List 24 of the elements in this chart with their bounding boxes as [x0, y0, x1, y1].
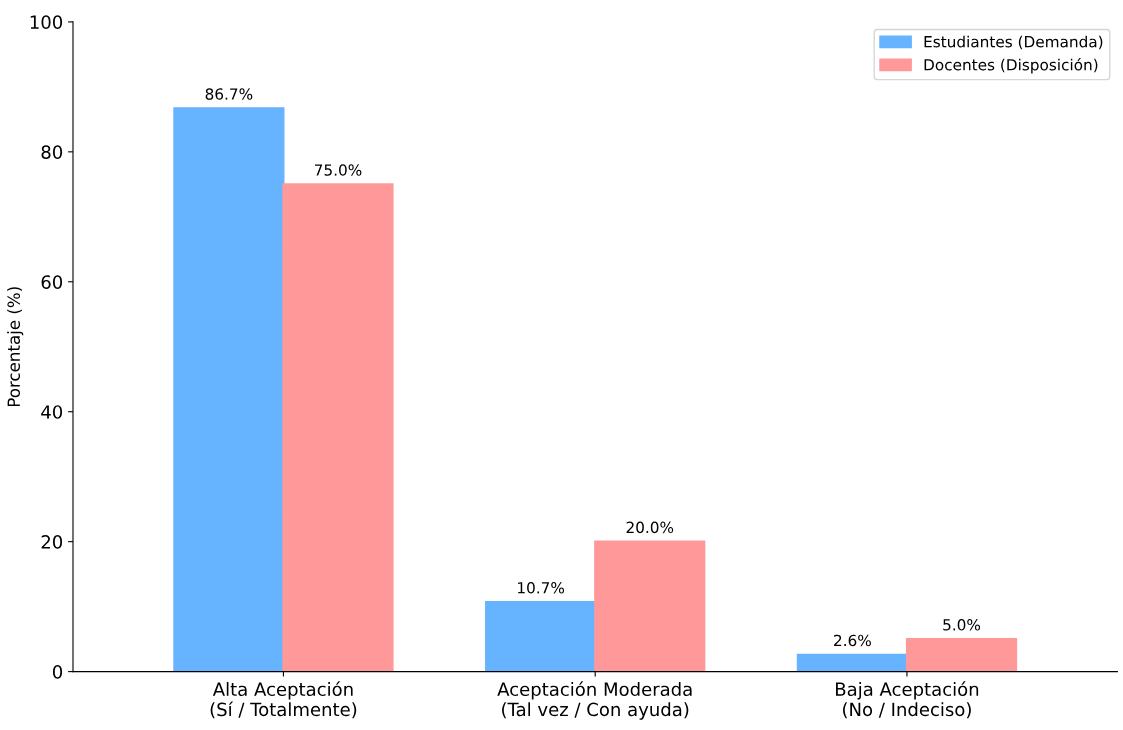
x-tick-label: Aceptación Moderada (Tal vez / Con ayuda): [497, 681, 692, 720]
y-tick-label: 60: [41, 275, 63, 289]
bar: [594, 540, 706, 672]
bar: [485, 601, 597, 672]
y-tick-label: 100: [30, 15, 63, 30]
data-label: 86.7%: [205, 88, 253, 100]
y-tick-label: 20: [41, 535, 63, 549]
data-label: 10.7%: [518, 582, 565, 594]
y-tick-label: 80: [41, 145, 63, 159]
data-label: 2.6%: [834, 634, 871, 647]
legend-label: Docentes (Disposición): [924, 58, 1098, 74]
y-tick-label: 0: [52, 665, 63, 679]
legend-label: Estudiantes (Demanda): [924, 35, 1103, 50]
data-label: 75.0%: [314, 164, 362, 176]
bar: [905, 638, 1018, 672]
x-tick-label: Baja Aceptación (No / Indeciso): [836, 681, 979, 719]
data-label: 5.0%: [943, 619, 981, 631]
bar: [282, 183, 394, 672]
x-tick-label: Alta Aceptación (Sí / Totalmente): [210, 681, 357, 719]
y-axis-title: Porcentaje (%): [7, 287, 24, 407]
bar: [796, 653, 908, 672]
y-tick-label: 40: [41, 405, 63, 419]
data-label: 20.0%: [626, 521, 674, 534]
bar: [173, 107, 285, 672]
